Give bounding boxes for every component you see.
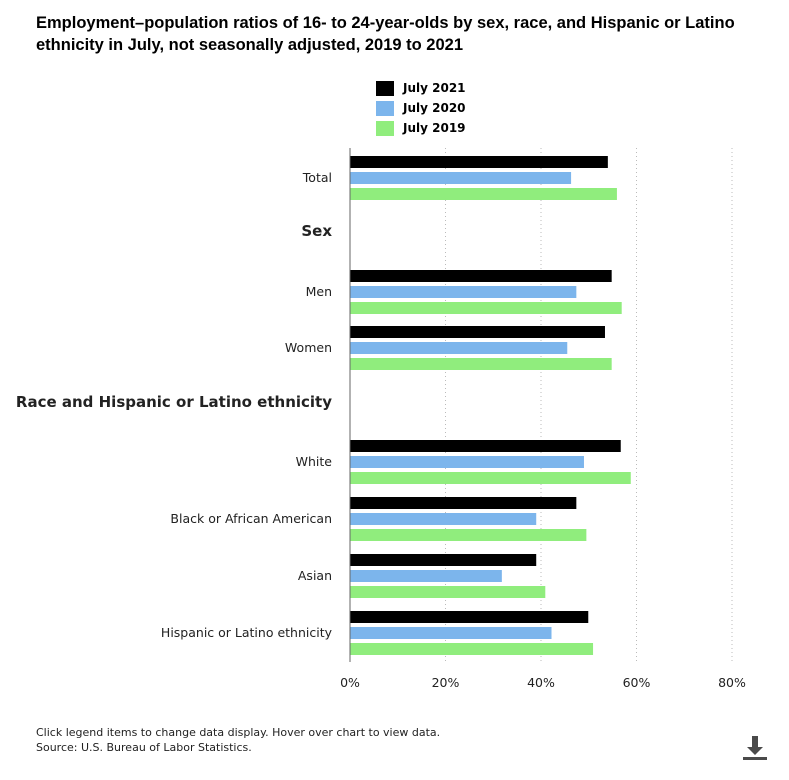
bar-july-2019[interactable] [350,188,617,200]
category-label: Hispanic or Latino ethnicity [161,625,333,640]
chart-title: Employment–population ratios of 16- to 2… [36,14,735,54]
category-label: White [296,454,333,469]
legend-swatch-2021 [376,80,394,96]
bar-july-2021[interactable] [350,156,608,168]
bar-july-2020[interactable] [350,342,568,354]
legend: July 2021 July 2020 July 2019 [376,78,466,138]
footer-note: Click legend items to change data displa… [36,726,441,739]
bar-july-2019[interactable] [350,586,546,598]
bar-july-2020[interactable] [350,456,584,468]
bar-july-2020[interactable] [350,172,572,184]
category-label: Women [285,340,332,355]
category-heading: Sex [301,222,332,240]
bar-chart[interactable]: Total Sex Men Women Race and Hispanic or Lat… [0,0,789,720]
x-tick-label: 60% [623,675,651,690]
bar-july-2020[interactable] [350,513,537,525]
category-label: Men [306,284,332,299]
bar-july-2019[interactable] [350,472,631,484]
bar-july-2021[interactable] [350,270,612,282]
bar-july-2019[interactable] [350,358,612,370]
x-tick-label: 20% [432,675,460,690]
bar-july-2019[interactable] [350,302,622,314]
legend-swatch-2019 [376,120,394,136]
category-label: Black or African American [170,511,332,526]
bar-july-2021[interactable] [350,326,605,338]
footer: Click legend items to change data displa… [36,725,440,755]
legend-item-2021[interactable]: July 2021 [376,78,466,98]
category-heading: Race and Hispanic or Latino ethnicity [16,393,332,411]
category-label: Total [302,170,332,185]
download-icon[interactable] [740,733,770,763]
bar-july-2020[interactable] [350,627,552,639]
bar-july-2021[interactable] [350,611,589,623]
legend-item-2020[interactable]: July 2020 [376,98,466,118]
category-label: Asian [298,568,332,583]
bar-july-2021[interactable] [350,497,577,509]
bar-july-2020[interactable] [350,570,502,582]
legend-label-2020: July 2020 [403,101,466,115]
x-tick-label: 40% [527,675,555,690]
x-tick-label: 0% [340,675,360,690]
legend-swatch-2020 [376,100,394,116]
footer-source: Source: U.S. Bureau of Labor Statistics. [36,741,252,754]
legend-label-2021: July 2021 [403,81,466,95]
bar-july-2021[interactable] [350,554,537,566]
bar-july-2021[interactable] [350,440,621,452]
bar-july-2019[interactable] [350,529,587,541]
legend-label-2019: July 2019 [403,121,466,135]
legend-item-2019[interactable]: July 2019 [376,118,466,138]
x-tick-label: 80% [718,675,746,690]
bar-july-2019[interactable] [350,643,594,655]
bar-july-2020[interactable] [350,286,577,298]
